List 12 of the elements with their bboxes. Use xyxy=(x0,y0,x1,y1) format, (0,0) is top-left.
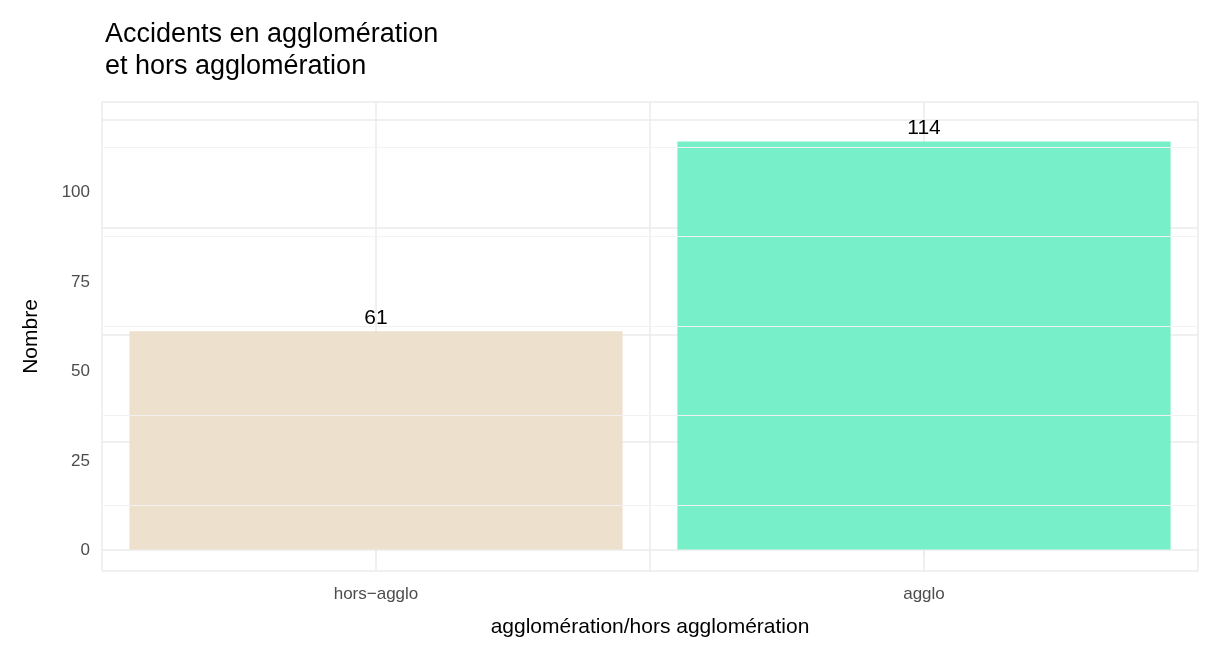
x-axis-title: agglomération/hors agglomération xyxy=(490,614,810,637)
y-tick-label: 100 xyxy=(61,182,90,201)
chart-title: Accidents en agglomération et hors agglomération xyxy=(105,18,439,80)
y-tick-label: 75 xyxy=(71,271,90,291)
y-axis-title: Nombre xyxy=(18,299,41,374)
x-tick-label: agglo xyxy=(903,584,945,603)
data-label: 61 xyxy=(364,305,388,329)
y-tick-label: 25 xyxy=(71,450,90,470)
data-label: 114 xyxy=(907,115,942,139)
y-tick-label: 0 xyxy=(80,540,90,560)
x-tick-label: hors−agglo xyxy=(333,584,419,603)
y-tick-label: 50 xyxy=(71,361,90,381)
